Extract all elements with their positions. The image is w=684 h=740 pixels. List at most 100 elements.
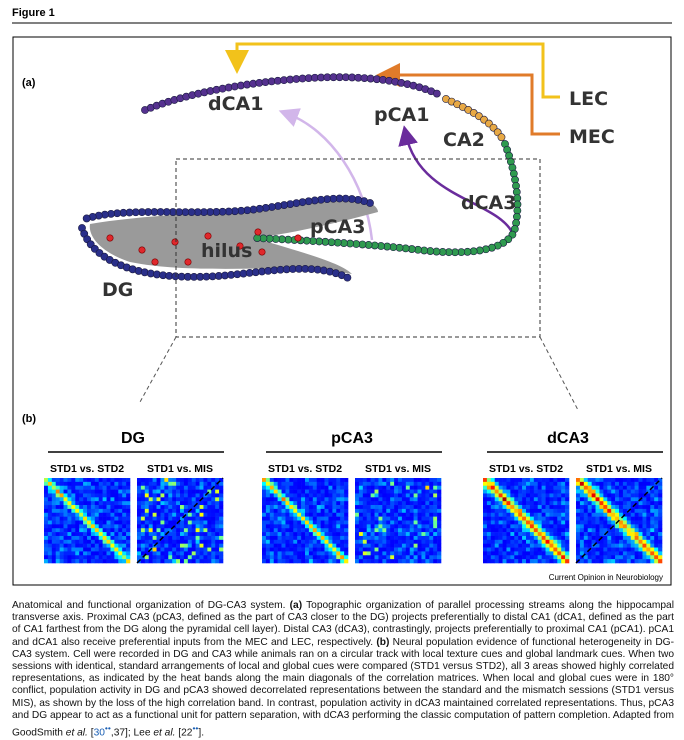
matrix-cell bbox=[595, 508, 600, 514]
matrix-cell bbox=[502, 512, 507, 517]
matrix-cell bbox=[126, 535, 131, 541]
matrix-cell bbox=[328, 555, 333, 560]
matrix-cell bbox=[183, 481, 189, 487]
matrix-cell bbox=[308, 508, 314, 514]
matrix-cell bbox=[561, 555, 566, 560]
matrix-cell bbox=[211, 528, 216, 533]
matrix-cell bbox=[557, 512, 562, 517]
matrix-cell bbox=[382, 532, 387, 537]
matrix-cell bbox=[561, 516, 566, 521]
matrix-cell bbox=[355, 528, 360, 533]
matrix-cell bbox=[413, 559, 418, 564]
matrix-cell bbox=[565, 520, 570, 525]
matrix-cell bbox=[591, 505, 596, 510]
matrix-cell bbox=[308, 520, 314, 525]
matrix-cell bbox=[603, 539, 608, 544]
matrix-cell bbox=[44, 505, 49, 510]
matrix-cell bbox=[114, 524, 119, 529]
matrix-cell bbox=[576, 508, 581, 514]
matrix-cell bbox=[541, 489, 546, 494]
matrix-cell bbox=[561, 485, 566, 490]
matrix-cell bbox=[421, 485, 426, 490]
matrix-cell bbox=[502, 508, 507, 514]
matrix-cell bbox=[324, 555, 329, 560]
matrix-cell bbox=[626, 516, 632, 521]
matrix-cell bbox=[137, 481, 142, 487]
matrix-cell bbox=[658, 493, 663, 498]
matrix-cell bbox=[417, 539, 422, 544]
matrix-cell bbox=[83, 512, 88, 517]
caption: Anatomical and functional organization o… bbox=[12, 600, 674, 740]
matrix-cell bbox=[148, 520, 153, 525]
matrix-cell bbox=[336, 501, 341, 506]
matrix-cell bbox=[626, 551, 632, 556]
matrix-cell bbox=[483, 497, 488, 502]
matrix-cell bbox=[545, 478, 550, 483]
matrix-cell bbox=[203, 501, 208, 506]
matrix-cell bbox=[122, 528, 127, 533]
matrix-cell bbox=[494, 559, 499, 564]
matrix-cell bbox=[591, 524, 596, 529]
matrix-cell bbox=[437, 493, 442, 498]
matrix-cell bbox=[269, 547, 275, 552]
matrix-cell bbox=[160, 497, 165, 502]
matrix-cell bbox=[265, 497, 271, 502]
matrix-cell bbox=[587, 512, 592, 517]
matrix-cell bbox=[336, 520, 341, 525]
matrix-cell bbox=[71, 485, 76, 490]
matrix-cell bbox=[576, 555, 581, 560]
matrix-cell bbox=[148, 497, 153, 502]
matrix-cell bbox=[583, 524, 589, 529]
matrix-cell bbox=[55, 485, 60, 490]
matrix-cell bbox=[599, 555, 604, 560]
matrix-cell bbox=[557, 532, 562, 537]
matrix-cell bbox=[619, 559, 624, 564]
matrix-cell bbox=[219, 532, 224, 537]
matrix-cell bbox=[565, 481, 570, 487]
matrix-cell bbox=[405, 535, 411, 541]
matrix-cell bbox=[638, 551, 643, 556]
matrix-cell bbox=[59, 539, 64, 544]
matrix-cell bbox=[265, 539, 271, 544]
matrix-cell bbox=[297, 551, 302, 556]
matrix-cell bbox=[642, 501, 647, 506]
matrix-cell bbox=[203, 512, 208, 517]
matrix-cell bbox=[561, 559, 566, 564]
matrix-cell bbox=[405, 539, 411, 544]
matrix-cell bbox=[219, 555, 224, 560]
matrix-cell bbox=[172, 481, 177, 487]
matrix-cell bbox=[59, 478, 64, 483]
matrix-cell bbox=[152, 555, 157, 560]
matrix-cell bbox=[549, 501, 554, 506]
matrix-cell bbox=[207, 547, 212, 552]
matrix-cell bbox=[362, 524, 368, 529]
matrix-cell bbox=[386, 528, 391, 533]
region-label: pCA3 bbox=[310, 216, 365, 238]
matrix-cell bbox=[106, 551, 111, 556]
matrix-cell bbox=[374, 481, 379, 487]
matrix-cell bbox=[529, 481, 535, 487]
matrix-cell bbox=[126, 489, 131, 494]
matrix-cell bbox=[541, 505, 546, 510]
matrix-cell bbox=[607, 481, 612, 487]
matrix-cell bbox=[183, 516, 189, 521]
matrix-cell bbox=[553, 532, 558, 537]
matrix-cell bbox=[297, 512, 302, 517]
matrix-cell bbox=[510, 485, 515, 490]
matrix-cell bbox=[281, 539, 286, 544]
matrix-cell bbox=[277, 493, 282, 498]
matrix-cell bbox=[502, 551, 507, 556]
matrix-cell bbox=[211, 481, 216, 487]
matrix-cell bbox=[277, 481, 282, 487]
matrix-cell bbox=[320, 520, 325, 525]
matrix-cell bbox=[619, 508, 624, 514]
matrix-cell bbox=[561, 539, 566, 544]
matrix-cell bbox=[265, 551, 271, 556]
matrix-cell bbox=[102, 532, 107, 537]
matrix-cell bbox=[344, 485, 349, 490]
matrix-cell bbox=[273, 555, 278, 560]
matrix-cell bbox=[394, 516, 399, 521]
matrix-cell bbox=[630, 512, 635, 517]
matrix-cell bbox=[386, 505, 391, 510]
matrix-cell bbox=[55, 516, 60, 521]
